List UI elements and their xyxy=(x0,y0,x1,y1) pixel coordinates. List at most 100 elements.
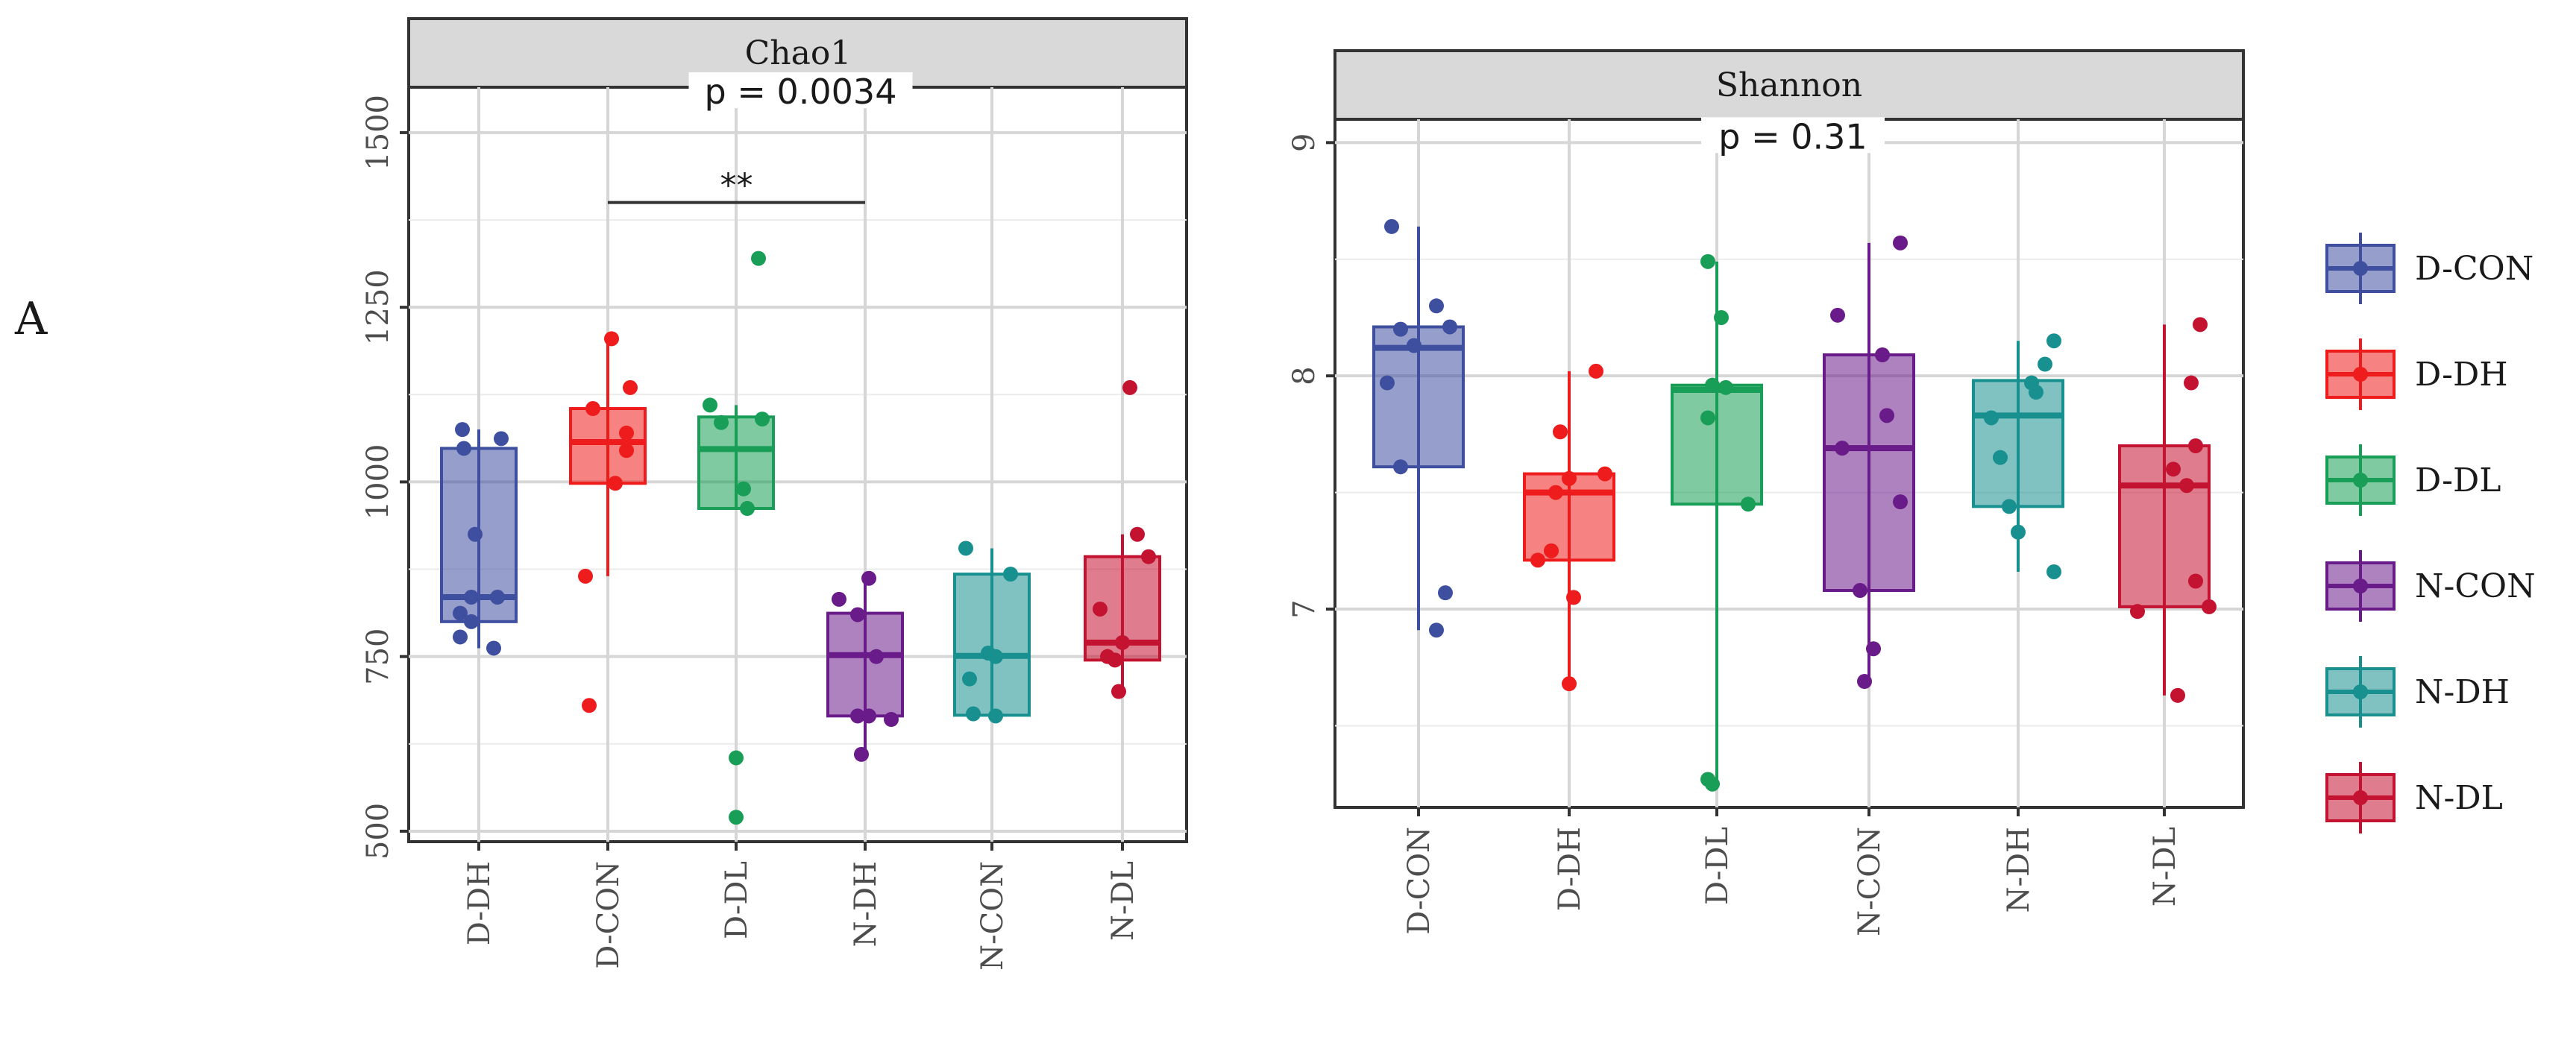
shannon-data-point xyxy=(1853,583,1867,599)
chao1-data-point xyxy=(1108,652,1122,668)
shannon-data-point xyxy=(1429,622,1444,638)
chao1-data-point xyxy=(966,706,981,722)
shannon-x-tick-label: N-DL xyxy=(2148,827,2182,907)
chao1-p-value-label: p = 0.0034 xyxy=(705,72,897,112)
shannon-data-point xyxy=(2184,375,2199,391)
chao1-points xyxy=(453,250,1156,825)
legend-label: N-CON xyxy=(2415,567,2536,605)
shannon-data-point xyxy=(1984,410,1999,426)
shannon-strip xyxy=(1333,49,2245,121)
shannon-plot-area xyxy=(1333,118,2245,809)
shannon-data-point xyxy=(1562,470,1577,486)
chao1-data-point xyxy=(736,481,751,497)
chao1-data-point xyxy=(703,397,717,413)
shannon-x-tick-label: D-DL xyxy=(1700,827,1735,905)
chao1-significance: ** xyxy=(608,167,865,205)
shannon-data-point xyxy=(2166,461,2181,477)
shannon-data-point xyxy=(1857,674,1872,690)
shannon-p-value: p = 0.31 xyxy=(1701,116,1885,157)
chao1-plot-area xyxy=(407,86,1188,843)
legend-key-point xyxy=(2353,684,2368,699)
chao1-data-point xyxy=(729,810,744,825)
shannon-data-point xyxy=(2179,478,2194,494)
chao1-data-point xyxy=(884,712,899,728)
chao1-data-point xyxy=(1141,549,1156,564)
chao1-box xyxy=(569,407,647,485)
legend-item: D-CON xyxy=(2325,233,2533,304)
chao1-data-point xyxy=(468,526,483,542)
chao1-data-point xyxy=(869,649,884,664)
shannon-p-value-bg xyxy=(1701,117,1885,154)
shannon-data-point xyxy=(2046,333,2061,349)
chao1-data-point xyxy=(1130,526,1145,542)
chao1-data-point xyxy=(453,629,468,645)
chao1-data-point xyxy=(850,708,865,724)
chao1-box xyxy=(826,611,904,718)
chao1-p-value: p = 0.0034 xyxy=(688,72,913,112)
chao1-data-point xyxy=(619,425,634,441)
shannon-box xyxy=(1523,472,1615,562)
legend-key-point xyxy=(2353,261,2368,276)
chao1-data-point xyxy=(988,708,1003,724)
legend-label: D-DH xyxy=(2415,356,2508,394)
shannon-data-point xyxy=(1830,307,1845,323)
panel-label: A xyxy=(14,293,48,345)
chao1-data-point xyxy=(958,540,973,556)
shannon-data-point xyxy=(2029,385,2043,400)
shannon-data-point xyxy=(2188,573,2203,589)
chao1-data-point xyxy=(455,422,470,438)
shannon-data-point xyxy=(1553,424,1568,440)
shannon-data-point xyxy=(1835,441,1850,456)
chao1-data-point xyxy=(578,568,593,584)
chao1-data-point xyxy=(962,671,977,687)
shannon-panel: Shannon 7 8 9 D-CON D-DH D-DL N-CON N-DH N-DL p… xyxy=(1287,49,2245,936)
shannon-data-point xyxy=(1875,347,1890,363)
chao1-data-point xyxy=(608,476,623,491)
shannon-y-tick-label: 8 xyxy=(1287,366,1322,385)
shannon-data-point xyxy=(1714,309,1729,325)
legend: D-CON D-DH D-DL N-CON N-DH N-DL xyxy=(2325,233,2536,833)
legend-key-point xyxy=(2353,367,2368,382)
shannon-data-point xyxy=(2046,564,2061,579)
legend-item: N-CON xyxy=(2325,550,2536,622)
chao1-data-point xyxy=(1093,601,1108,617)
chao1-data-point xyxy=(850,607,865,622)
legend-key-point xyxy=(2353,473,2368,488)
chao1-p-value-bg xyxy=(688,72,913,109)
chao1-data-point xyxy=(464,590,479,605)
shannon-data-point xyxy=(2011,524,2026,540)
chao1-data-point xyxy=(861,708,876,724)
shannon-data-point xyxy=(1879,408,1894,423)
chao1-data-point xyxy=(623,379,638,395)
shannon-data-point xyxy=(2002,499,2017,514)
chao1-data-point xyxy=(582,698,597,713)
shannon-data-point xyxy=(1718,379,1733,395)
shannon-minor-gridlines xyxy=(1335,258,2243,727)
shannon-data-point xyxy=(1893,235,1908,250)
legend-item: N-DL xyxy=(2325,762,2503,833)
chao1-x-tick-label: N-CON xyxy=(976,861,1010,971)
shannon-x-tick-label: D-CON xyxy=(1402,827,1436,935)
shannon-data-point xyxy=(1993,450,2008,465)
chao1-y-tick-label: 500 xyxy=(361,803,395,860)
legend-label: D-DL xyxy=(2415,461,2501,499)
chao1-data-point xyxy=(832,591,846,607)
chao1-data-point xyxy=(494,431,509,447)
shannon-box xyxy=(1972,379,2064,508)
shannon-data-point xyxy=(1589,363,1603,379)
chao1-data-point xyxy=(729,750,744,766)
legend-label: N-DL xyxy=(2415,779,2503,817)
shannon-data-point xyxy=(1530,552,1545,568)
legend-label: N-DH xyxy=(2415,673,2510,711)
shannon-points xyxy=(1380,218,2217,792)
chao1-box xyxy=(697,415,775,511)
shannon-data-point xyxy=(2188,438,2203,454)
shannon-x-tick-label: N-CON xyxy=(1853,827,1887,936)
shannon-data-point xyxy=(2193,317,2208,332)
chao1-data-point xyxy=(861,570,876,586)
shannon-data-point xyxy=(1566,590,1581,605)
chao1-data-point xyxy=(619,443,634,458)
legend-key-point xyxy=(2353,790,2368,805)
shannon-data-point xyxy=(1705,776,1720,792)
shannon-x-tick-label: N-DH xyxy=(2002,827,2036,913)
